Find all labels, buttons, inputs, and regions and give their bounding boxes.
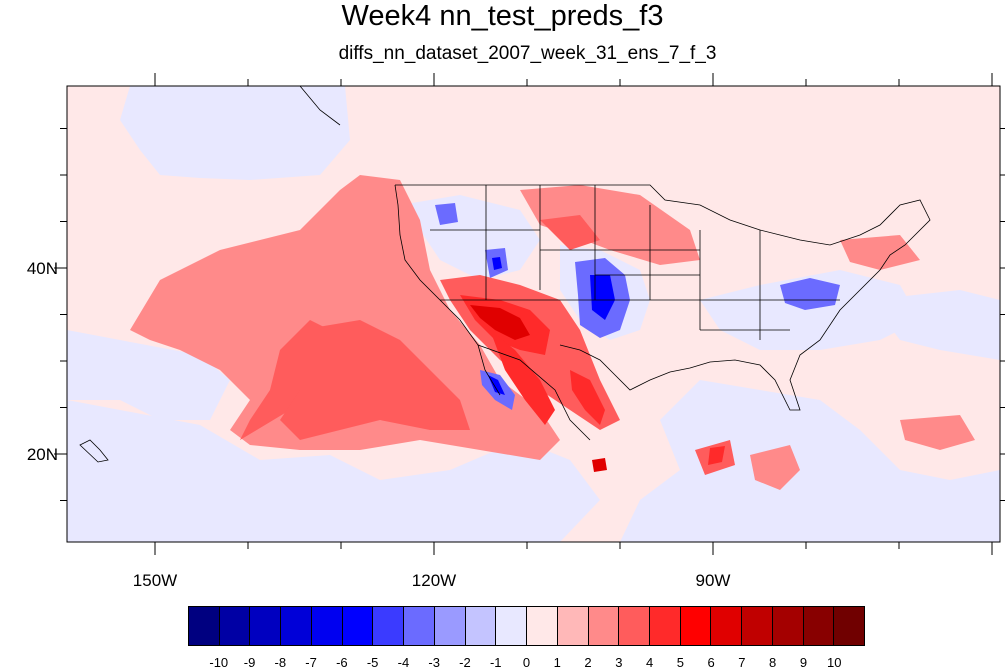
colorbar-label: -4 <box>397 655 410 670</box>
colorbar-label: 5 <box>676 655 684 670</box>
colorbar-label: -3 <box>428 655 440 670</box>
colorbar-cell <box>557 607 589 645</box>
axis-ticks <box>54 73 1005 555</box>
level-pos7-regions <box>470 305 607 472</box>
colorbar-cell <box>250 607 282 645</box>
contour-field <box>67 86 1000 542</box>
colorbar-label: -5 <box>366 655 379 670</box>
plot-subtitle: diffs_nn_dataset_2007_week_31_ens_7_f_3 <box>338 43 717 64</box>
colorbar-cell <box>496 607 528 645</box>
colorbar-cell <box>281 607 312 645</box>
lon-label-150w: 150W <box>133 571 177 590</box>
colorbar-label: 1 <box>553 655 561 670</box>
colorbar-cell <box>189 607 220 645</box>
colorbar-label: 2 <box>584 655 592 670</box>
map-plot: 150W 120W 90W 40N 20N <box>27 73 1005 590</box>
colorbar-labels: -10 -9 -8 -7 -6 -5 -4 -3 -2 -1 0 1 2 3 4 5 6 7 8 9 10 <box>0 655 1005 671</box>
colorbar-label: 10 <box>826 655 842 670</box>
colorbar-label: -1 <box>489 655 502 670</box>
colorbar-label: 3 <box>615 655 623 670</box>
colorbar-label: -10 <box>209 655 229 670</box>
colorbar-cell <box>342 607 374 645</box>
lon-label-120w: 120W <box>412 571 456 590</box>
colorbar <box>188 606 865 646</box>
lat-label-40n: 40N <box>27 259 58 278</box>
colorbar-label: -6 <box>336 655 348 670</box>
colorbar-cell <box>680 607 712 645</box>
axis-tick-labels: 150W 120W 90W 40N 20N <box>27 259 731 590</box>
colorbar-cell <box>311 607 343 645</box>
colorbar-cell <box>219 607 251 645</box>
coastlines <box>79 86 931 463</box>
colorbar-cell <box>619 607 651 645</box>
colorbar-label: -7 <box>305 655 317 670</box>
colorbar-label: -2 <box>459 655 471 670</box>
colorbar-label: 4 <box>645 655 654 670</box>
colorbar-label: 6 <box>707 655 715 670</box>
colorbar-label: 9 <box>799 655 808 670</box>
colorbar-label: 7 <box>738 655 746 670</box>
colorbar-cell <box>527 607 558 645</box>
colorbar-cell <box>834 607 865 645</box>
colorbar-cell <box>588 607 620 645</box>
lat-label-20n: 20N <box>27 445 58 464</box>
colorbar-cell <box>742 607 773 645</box>
colorbar-label: -8 <box>274 655 287 670</box>
colorbar-cell <box>404 607 435 645</box>
colorbar-cell <box>711 607 743 645</box>
colorbar-cell <box>650 607 681 645</box>
colorbar-cell <box>373 607 405 645</box>
colorbar-label: 0 <box>522 655 531 670</box>
colorbar-label: -9 <box>243 655 256 670</box>
level-pos2-regions <box>130 175 975 490</box>
level-neg5-regions <box>488 257 615 395</box>
colorbar-cell <box>465 607 497 645</box>
colorbar-cell <box>772 607 804 645</box>
lon-label-90w: 90W <box>696 571 731 590</box>
colorbar-label: 8 <box>769 655 777 670</box>
colorbar-cell <box>434 607 466 645</box>
plot-title: Week4 nn_test_preds_f3 <box>341 0 664 32</box>
colorbar-cell <box>803 607 835 645</box>
